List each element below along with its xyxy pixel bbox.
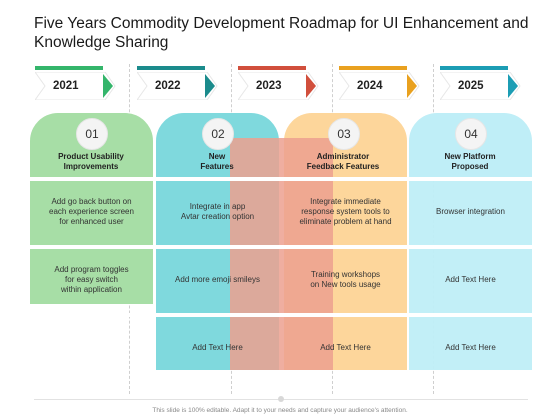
row-gap: [28, 245, 534, 249]
chevron-arrow-icon: [137, 72, 218, 100]
roadmap-cell: Integrate immediate response system tool…: [299, 197, 392, 226]
step-number-badge: 02: [202, 118, 234, 150]
year-2025-arrow: 2025: [440, 66, 521, 100]
roadmap-cell: Add go back button on each experience sc…: [49, 197, 134, 226]
year-2023-band: [230, 138, 333, 370]
column-body-bg: [30, 179, 153, 304]
column-body-bg: [409, 179, 532, 370]
row-gap: [28, 313, 534, 317]
column-heading: Administrator Feedback Features: [306, 152, 380, 171]
year-label: 2024: [357, 80, 383, 92]
year-bar: [238, 66, 306, 70]
roadmap-cell: Add Text Here: [192, 343, 243, 352]
year-2021-arrow: 2021: [35, 66, 116, 100]
chevron-arrow-icon: [339, 72, 420, 100]
page-title: Five Years Commodity Development Roadmap…: [34, 15, 529, 51]
footer-note: This slide is 100% editable. Adapt it to…: [152, 407, 408, 414]
year-label: 2021: [53, 80, 79, 92]
chevron-arrow-icon: [238, 72, 319, 100]
row-gap: [28, 177, 534, 181]
chevron-arrow-icon: [35, 72, 116, 100]
year-bar: [35, 66, 103, 70]
year-2023-arrow: 2023: [238, 66, 319, 100]
roadmap-cell: Add more emoji smileys: [175, 275, 260, 284]
roadmap-cell: Integrate in app Avtar creation option: [180, 202, 255, 221]
step-number-badge: 03: [328, 118, 360, 150]
roadmap-cell: Browser integration: [436, 207, 505, 216]
column-product-usability: [30, 113, 153, 304]
year-bar: [440, 66, 508, 70]
year-label: 2023: [256, 80, 282, 92]
column-heading: New Platform Proposed: [444, 152, 496, 171]
column-heading: Product Usability Improvements: [58, 152, 124, 171]
footer-dot: [278, 396, 284, 402]
year-label: 2022: [155, 80, 181, 92]
column-heading: New Features: [200, 152, 234, 171]
roadmap-cell: Add Text Here: [320, 343, 371, 352]
roadmap-cell: Add program toggles for easy switch with…: [54, 265, 129, 294]
step-number-badge: 04: [455, 118, 487, 150]
year-label: 2025: [458, 80, 484, 92]
chevron-arrow-icon: [440, 72, 521, 100]
roadmap-cell: Training workshops on New tools usage: [310, 270, 381, 289]
year-2024-arrow: 2024: [339, 66, 420, 100]
step-number-badge: 01: [76, 118, 108, 150]
roadmap-cell: Add Text Here: [445, 343, 496, 352]
year-2022-arrow: 2022: [137, 66, 218, 100]
year-bar: [137, 66, 205, 70]
year-bar: [339, 66, 407, 70]
roadmap-cell: Add Text Here: [445, 275, 496, 284]
